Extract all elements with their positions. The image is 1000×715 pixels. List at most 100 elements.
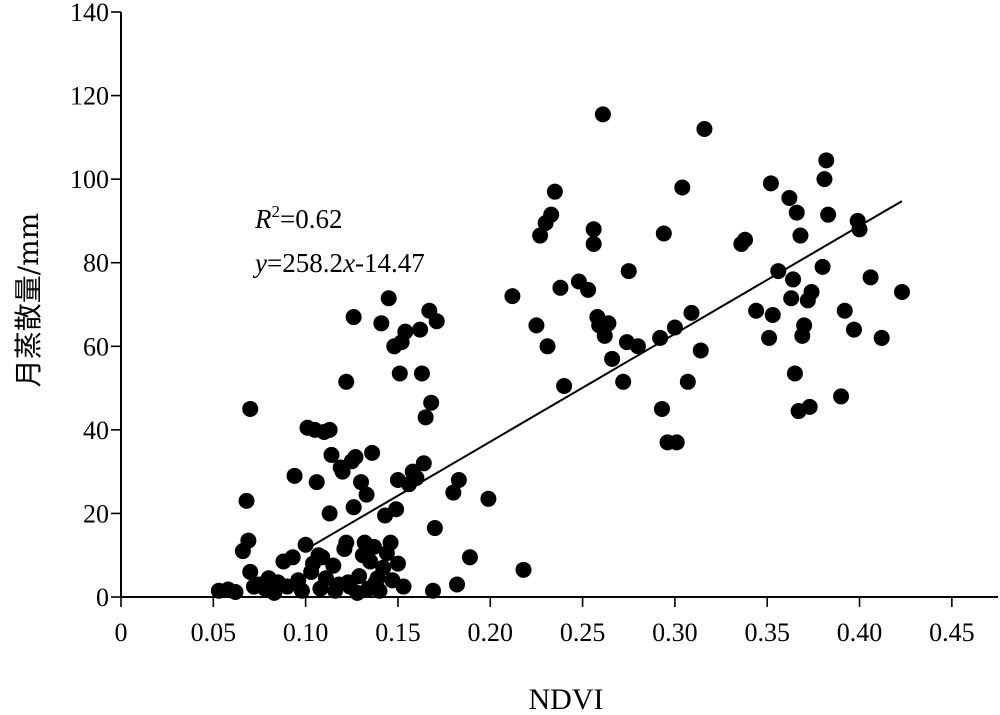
- data-point: [539, 338, 556, 355]
- data-point: [792, 227, 809, 244]
- data-point: [397, 323, 414, 340]
- data-point: [445, 484, 462, 501]
- x-tick-label: 0.20: [468, 618, 514, 647]
- y-tick-label: 40: [83, 416, 109, 445]
- x-tick-label: 0: [115, 618, 128, 647]
- data-point: [615, 373, 632, 390]
- data-point: [242, 563, 259, 580]
- data-point: [345, 309, 362, 326]
- data-point: [227, 583, 244, 600]
- data-point: [362, 553, 379, 570]
- data-point: [242, 400, 259, 417]
- data-point: [653, 400, 670, 417]
- x-tick-label: 0.35: [744, 618, 790, 647]
- x-tick-label: 0.15: [375, 618, 421, 647]
- data-point: [286, 467, 303, 484]
- data-point: [696, 121, 713, 137]
- data-point: [364, 444, 381, 461]
- data-point: [629, 338, 646, 355]
- x-axis-label: NDVI: [529, 683, 604, 715]
- data-point: [679, 373, 696, 390]
- data-point: [323, 446, 340, 463]
- data-point: [620, 263, 637, 280]
- data-point: [546, 183, 563, 200]
- data-point: [781, 189, 798, 206]
- tick-labels: 0 0.05 0.10 0.15 0.20 0.25 0.30 0.35 0.40 0.45 0 20…: [70, 0, 975, 647]
- data-point: [596, 327, 613, 344]
- data-point: [308, 474, 325, 491]
- data-point: [415, 455, 432, 472]
- data-point: [820, 206, 837, 223]
- data-point: [683, 304, 700, 321]
- y-tick-label: 20: [83, 499, 109, 528]
- data-point: [585, 235, 602, 252]
- data-point: [380, 290, 397, 307]
- x-tick-label: 0.05: [191, 618, 237, 647]
- data-point: [504, 288, 521, 305]
- y-tick-label: 100: [70, 165, 109, 194]
- x-tick-label: 0.40: [837, 618, 883, 647]
- eq-y: y: [252, 248, 267, 278]
- data-point: [351, 568, 368, 585]
- eq-mid: =258.2: [267, 248, 343, 278]
- data-point: [528, 317, 545, 334]
- data-point: [423, 394, 440, 411]
- regression-equation: y=258.2x-14.47: [252, 248, 425, 278]
- data-point: [426, 520, 443, 537]
- data-point: [334, 463, 351, 480]
- data-point: [412, 321, 429, 338]
- data-point: [450, 472, 467, 488]
- data-point: [543, 206, 560, 223]
- data-point: [325, 557, 342, 574]
- data-point: [532, 227, 549, 244]
- data-point: [408, 469, 425, 486]
- data-point: [668, 434, 685, 451]
- data-point: [764, 306, 781, 323]
- eq-end: -14.47: [355, 248, 425, 278]
- data-point: [321, 421, 338, 438]
- data-point: [845, 321, 862, 338]
- eq-x: x: [342, 248, 355, 278]
- data-point: [786, 365, 803, 382]
- data-point: [461, 549, 478, 566]
- data-point: [692, 342, 709, 359]
- data-points: [210, 106, 910, 601]
- data-point: [655, 225, 672, 242]
- y-tick-label: 0: [96, 583, 109, 612]
- data-point: [556, 377, 573, 394]
- data-point: [851, 221, 868, 238]
- x-tick-label: 0.30: [652, 618, 698, 647]
- data-point: [382, 534, 399, 551]
- data-point: [552, 279, 569, 296]
- data-point: [413, 365, 430, 382]
- data-point: [836, 302, 853, 319]
- x-tick-label: 0.45: [929, 618, 975, 647]
- y-tick-label: 80: [83, 249, 109, 278]
- data-point: [801, 398, 818, 415]
- data-point: [594, 106, 611, 123]
- data-point: [762, 175, 779, 192]
- data-point: [425, 582, 442, 599]
- r-symbol: R: [254, 204, 272, 234]
- y-tick-label: 140: [70, 0, 109, 27]
- data-point: [284, 549, 301, 566]
- data-point: [347, 449, 364, 466]
- data-point: [449, 576, 466, 593]
- y-tick-label: 60: [83, 332, 109, 361]
- data-point: [796, 317, 813, 334]
- data-point: [737, 231, 754, 248]
- data-point: [873, 329, 890, 346]
- data-point: [338, 534, 355, 551]
- data-point: [585, 221, 602, 238]
- data-point: [862, 269, 879, 286]
- y-tick-label: 120: [70, 82, 109, 111]
- data-point: [240, 532, 257, 549]
- data-point: [373, 315, 390, 332]
- data-point: [600, 315, 617, 332]
- data-point: [803, 283, 820, 300]
- data-point: [371, 582, 388, 599]
- data-point: [833, 388, 850, 405]
- data-point: [580, 281, 597, 298]
- y-axis-label: 月蒸散量/mm: [12, 213, 45, 388]
